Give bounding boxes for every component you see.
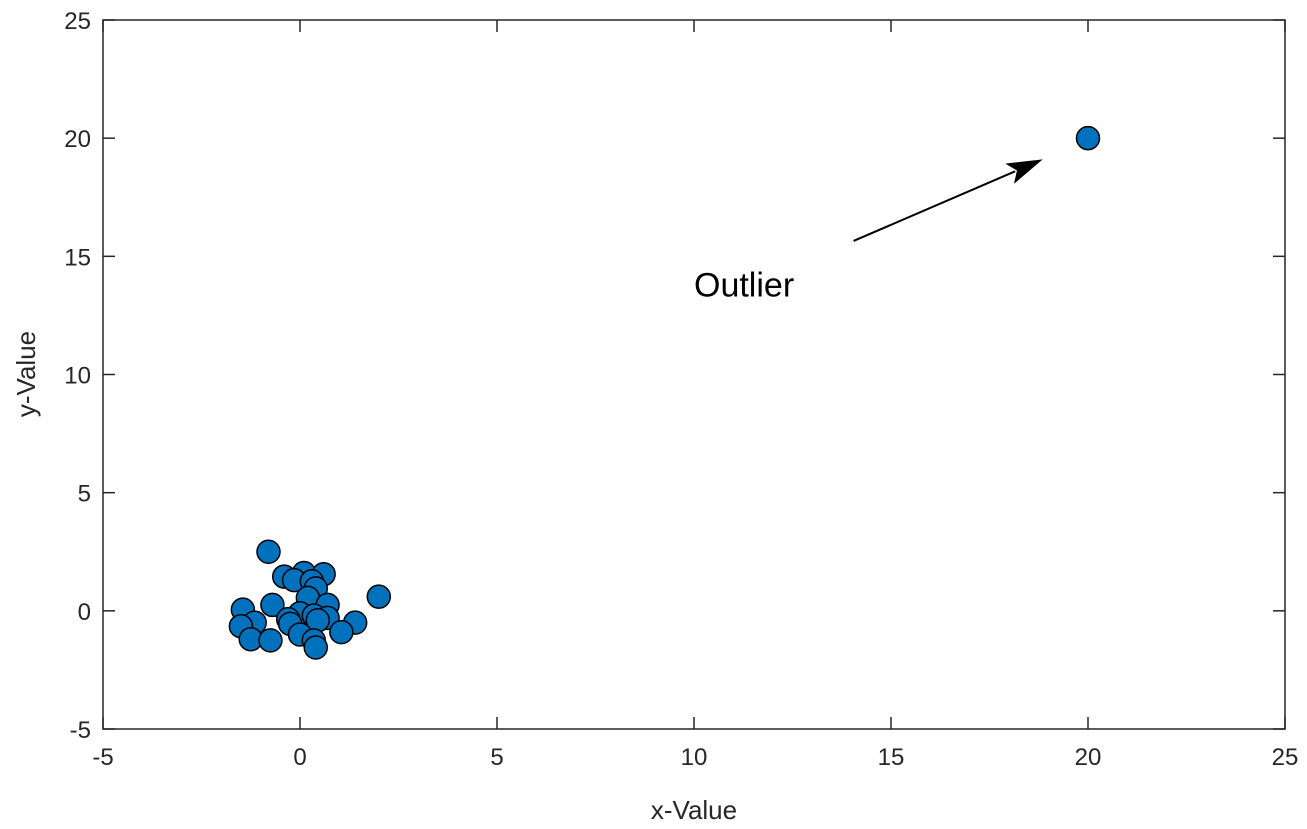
y-tick-label: 25 xyxy=(64,8,91,35)
x-tick-label: -5 xyxy=(92,744,113,771)
data-point xyxy=(1075,125,1101,151)
y-tick-label: -5 xyxy=(70,717,91,744)
data-points xyxy=(228,125,1101,660)
data-point xyxy=(260,592,285,618)
axis-ticks xyxy=(102,19,1286,730)
x-tick-label: 15 xyxy=(878,744,905,771)
x-axis-label: x-Value xyxy=(651,795,737,825)
data-point xyxy=(256,539,281,564)
data-point xyxy=(366,584,392,609)
y-axis-label: y-Value xyxy=(11,331,41,417)
y-tick-label: 5 xyxy=(78,481,91,508)
annotation-arrow-head xyxy=(1005,159,1043,184)
x-tick-label: 10 xyxy=(681,744,708,771)
x-tick-label: 25 xyxy=(1272,744,1299,771)
data-point xyxy=(329,619,354,645)
tick-labels: -5 0 5 10 15 20 25 -5 0 5 10 15 20 25 xyxy=(64,8,1298,771)
y-tick-label: 20 xyxy=(64,126,91,153)
annotation-arrow-line xyxy=(853,170,1016,242)
y-tick-label: 15 xyxy=(64,244,91,271)
data-point xyxy=(303,635,329,660)
x-tick-label: 0 xyxy=(293,744,306,771)
annotations: Outlier xyxy=(694,159,1043,305)
y-tick-label: 10 xyxy=(64,363,91,390)
x-tick-label: 20 xyxy=(1075,744,1102,771)
data-point xyxy=(258,628,283,653)
outlier-annotation-label: Outlier xyxy=(694,267,794,305)
x-tick-label: 5 xyxy=(490,744,503,771)
y-tick-label: 0 xyxy=(78,599,91,626)
